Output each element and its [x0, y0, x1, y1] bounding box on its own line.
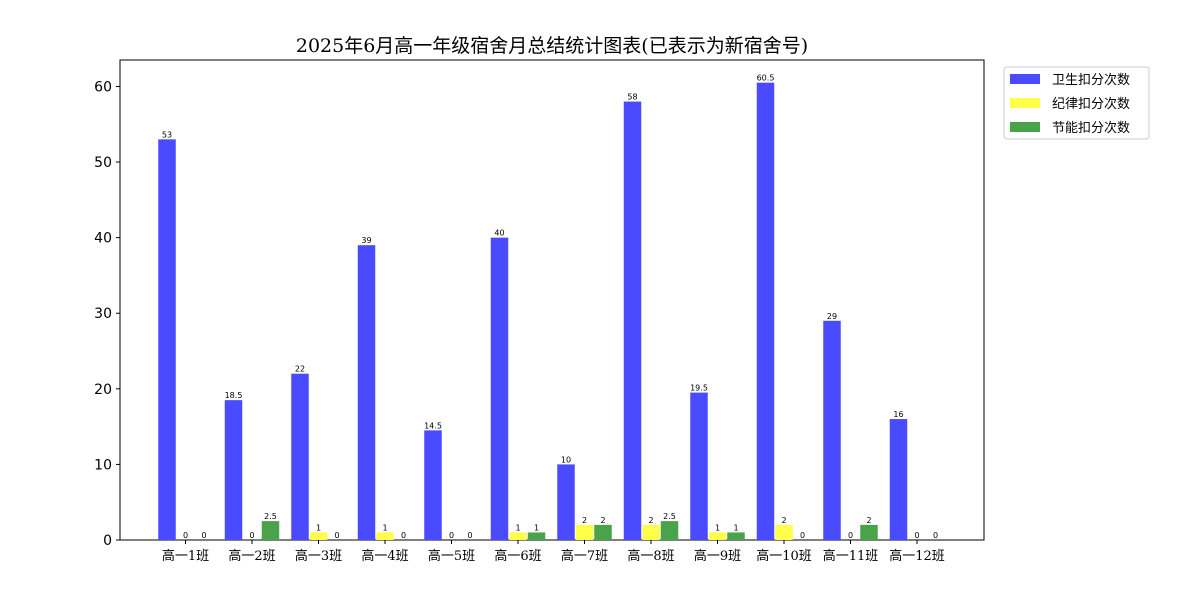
y-tick-label: 30 — [94, 306, 112, 322]
bar — [690, 392, 708, 540]
x-tick-label: 高一11班 — [823, 548, 879, 564]
x-tick-label: 高一9班 — [694, 548, 741, 564]
bar — [291, 373, 309, 540]
y-tick-label: 10 — [94, 457, 112, 473]
legend-label: 卫生扣分次数 — [1052, 72, 1130, 88]
y-axis: 0 10 20 30 40 50 60 — [94, 79, 120, 549]
legend-box — [1003, 66, 1150, 140]
data-label: 0 — [401, 531, 406, 540]
data-label: 0 — [449, 531, 454, 540]
data-label: 40 — [494, 229, 504, 238]
data-label: 39 — [361, 236, 371, 245]
legend-swatch — [1010, 98, 1040, 108]
bar — [424, 430, 442, 540]
bar — [158, 139, 176, 541]
data-label: 14.5 — [424, 421, 442, 430]
bar — [775, 524, 793, 540]
data-label: 53 — [162, 130, 172, 139]
bar — [357, 245, 376, 541]
x-tick-label: 高一1班 — [162, 548, 209, 564]
data-label: 0 — [183, 531, 188, 540]
y-tick-label: 40 — [94, 231, 112, 247]
x-tick-label: 高一4班 — [361, 548, 408, 564]
bar-series-group — [158, 82, 908, 541]
bar — [224, 400, 243, 540]
y-tick-label: 0 — [103, 533, 112, 549]
bar — [557, 464, 575, 540]
data-label: 22 — [295, 365, 305, 374]
x-tick-label: 高一3班 — [295, 548, 342, 564]
data-label: 58 — [627, 93, 637, 102]
legend-label: 节能扣分次数 — [1052, 120, 1130, 136]
data-label: 2.5 — [264, 512, 277, 521]
data-label: 10 — [561, 455, 571, 464]
data-label: 0 — [848, 531, 853, 540]
bar — [490, 237, 509, 540]
bar — [756, 82, 775, 541]
data-label: 60.5 — [757, 74, 775, 83]
bar — [623, 101, 642, 541]
data-label: 2 — [781, 516, 786, 525]
data-label: 0 — [467, 531, 472, 540]
bar — [309, 532, 328, 540]
x-tick-label: 高一5班 — [428, 548, 475, 564]
data-label: 2.5 — [663, 512, 676, 521]
data-label: 1 — [715, 523, 720, 532]
data-label: 2 — [866, 516, 871, 525]
plot-area-frame — [119, 59, 985, 541]
data-label: 1 — [316, 523, 321, 532]
x-axis: 高一1班 高一2班 高一3班 高一4班 高一5班 高一6班 高一7班 高一8班 高一9班 高一10… — [162, 540, 945, 564]
data-label: 1 — [382, 523, 387, 532]
data-label: 0 — [933, 531, 938, 540]
chart-title: 2025年6月高一年级宿舍月总结统计图表(已表示为新宿舍号) — [296, 35, 808, 57]
data-label: 29 — [827, 312, 837, 321]
bar — [261, 521, 280, 540]
bar — [376, 532, 394, 540]
y-tick-label: 50 — [94, 155, 112, 171]
bar — [575, 524, 594, 540]
bar — [889, 419, 908, 540]
data-label: 2 — [582, 516, 587, 525]
bar — [594, 524, 612, 540]
data-label: 1 — [515, 523, 520, 532]
data-label: 2 — [600, 516, 605, 525]
data-label: 1 — [534, 523, 539, 532]
bar — [509, 532, 527, 540]
data-label: 0 — [249, 531, 254, 540]
bar — [823, 320, 841, 540]
x-tick-label: 高一10班 — [756, 548, 812, 564]
x-tick-label: 高一8班 — [627, 548, 674, 564]
data-label: 0 — [800, 531, 805, 540]
data-label: 16 — [893, 410, 903, 419]
bar — [527, 532, 546, 540]
y-tick-label: 60 — [94, 79, 112, 95]
bar — [642, 524, 660, 540]
data-label: 1 — [733, 523, 738, 532]
x-tick-label: 高一6班 — [494, 548, 541, 564]
y-tick-label: 20 — [94, 382, 112, 398]
bar — [660, 521, 679, 540]
legend-swatch — [1010, 74, 1040, 84]
bar — [727, 532, 745, 540]
bar — [708, 532, 727, 540]
x-tick-label: 高一2班 — [228, 548, 275, 564]
data-label: 0 — [334, 531, 339, 540]
data-label: 0 — [201, 531, 206, 540]
x-tick-label: 高一7班 — [561, 548, 608, 564]
legend-swatch — [1010, 122, 1040, 132]
bar — [860, 524, 878, 540]
x-tick-label: 高一12班 — [889, 548, 945, 564]
data-label: 18.5 — [225, 391, 243, 400]
data-label: 0 — [914, 531, 919, 540]
data-label: 2 — [648, 516, 653, 525]
legend-label: 纪律扣分次数 — [1052, 96, 1130, 112]
data-label: 19.5 — [690, 384, 708, 393]
